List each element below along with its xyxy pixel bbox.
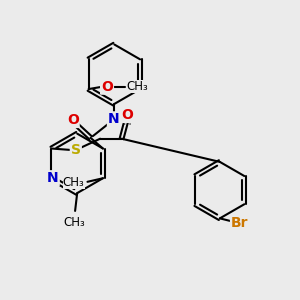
Text: O: O — [101, 80, 113, 94]
Text: H: H — [123, 115, 132, 128]
Text: CH₃: CH₃ — [126, 80, 148, 93]
Text: CH₃: CH₃ — [63, 176, 85, 189]
Text: CH₃: CH₃ — [63, 216, 85, 229]
Text: Br: Br — [231, 216, 248, 230]
Text: S: S — [71, 143, 81, 157]
Text: N: N — [108, 112, 120, 126]
Text: O: O — [121, 108, 133, 122]
Text: O: O — [67, 113, 79, 127]
Text: N: N — [47, 171, 59, 185]
